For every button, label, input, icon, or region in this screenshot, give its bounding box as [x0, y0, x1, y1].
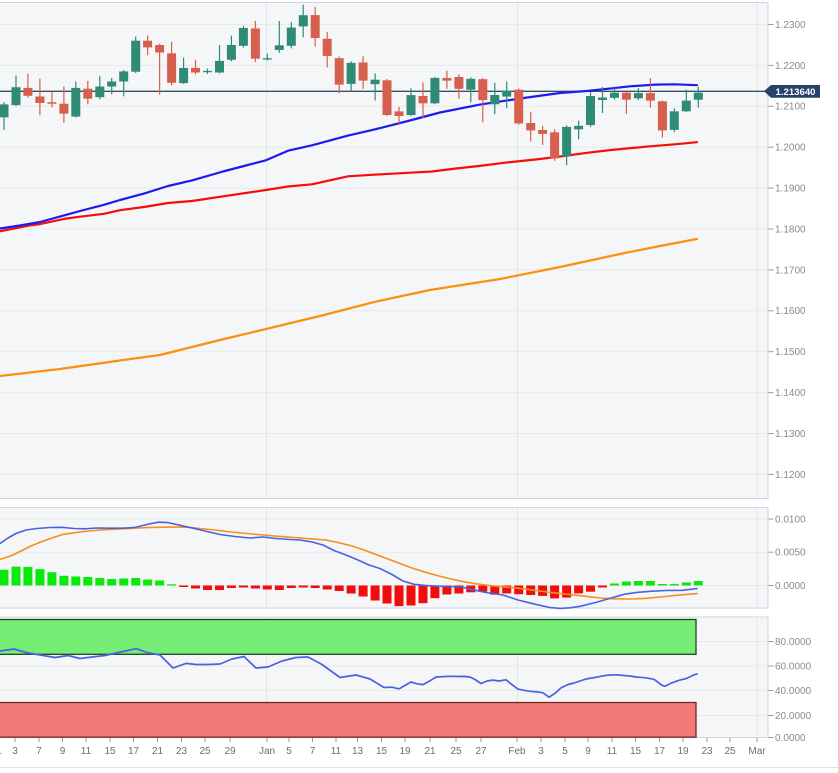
svg-text:23: 23: [701, 746, 713, 757]
svg-text:19: 19: [399, 746, 411, 757]
svg-text:1.2300: 1.2300: [775, 20, 806, 31]
svg-text:21: 21: [424, 746, 436, 757]
svg-text:5: 5: [286, 746, 292, 757]
svg-text:11: 11: [81, 746, 92, 757]
svg-text:0.0050: 0.0050: [775, 548, 806, 559]
svg-text:27: 27: [475, 746, 487, 757]
svg-text:20.0000: 20.0000: [775, 711, 812, 722]
svg-text:15: 15: [376, 746, 388, 757]
svg-text:17: 17: [654, 746, 666, 757]
svg-text:3: 3: [538, 746, 544, 757]
svg-text:29: 29: [224, 746, 236, 757]
svg-text:23: 23: [176, 746, 188, 757]
svg-text:80.0000: 80.0000: [775, 637, 812, 648]
svg-text:1.1600: 1.1600: [775, 306, 806, 317]
svg-text:1.2100: 1.2100: [775, 102, 806, 113]
svg-text:1.1400: 1.1400: [775, 388, 806, 399]
svg-text:1.1900: 1.1900: [775, 184, 806, 195]
svg-text:21: 21: [152, 746, 164, 757]
svg-text:9: 9: [585, 746, 591, 757]
svg-text:13: 13: [352, 746, 364, 757]
svg-text:1.1800: 1.1800: [775, 224, 806, 235]
svg-text:Mar: Mar: [748, 746, 766, 757]
svg-text:0.0000: 0.0000: [775, 733, 806, 744]
svg-text:15: 15: [630, 746, 642, 757]
svg-text:1.1200: 1.1200: [775, 470, 806, 481]
svg-text:11: 11: [607, 746, 618, 757]
svg-text:7: 7: [36, 746, 42, 757]
svg-text:1: 1: [0, 746, 2, 757]
svg-text:Jan: Jan: [259, 746, 275, 757]
svg-text:0.0000: 0.0000: [775, 581, 806, 592]
svg-text:1.2000: 1.2000: [775, 143, 806, 154]
svg-text:40.0000: 40.0000: [775, 686, 812, 697]
svg-text:19: 19: [677, 746, 689, 757]
svg-text:0.0100: 0.0100: [775, 514, 806, 525]
svg-text:1.1500: 1.1500: [775, 347, 806, 358]
svg-text:1.2200: 1.2200: [775, 61, 806, 72]
svg-text:25: 25: [724, 746, 736, 757]
svg-text:9: 9: [60, 746, 66, 757]
svg-text:25: 25: [199, 746, 211, 757]
svg-text:1.213640: 1.213640: [775, 87, 815, 98]
svg-text:15: 15: [104, 746, 116, 757]
svg-text:7: 7: [310, 746, 316, 757]
svg-text:60.0000: 60.0000: [775, 661, 812, 672]
svg-text:1.1700: 1.1700: [775, 265, 806, 276]
svg-text:3: 3: [12, 746, 18, 757]
svg-text:25: 25: [450, 746, 462, 757]
svg-text:1.1300: 1.1300: [775, 429, 806, 440]
svg-text:11: 11: [331, 746, 342, 757]
svg-text:17: 17: [128, 746, 140, 757]
svg-text:5: 5: [562, 746, 568, 757]
svg-text:Feb: Feb: [508, 746, 526, 757]
